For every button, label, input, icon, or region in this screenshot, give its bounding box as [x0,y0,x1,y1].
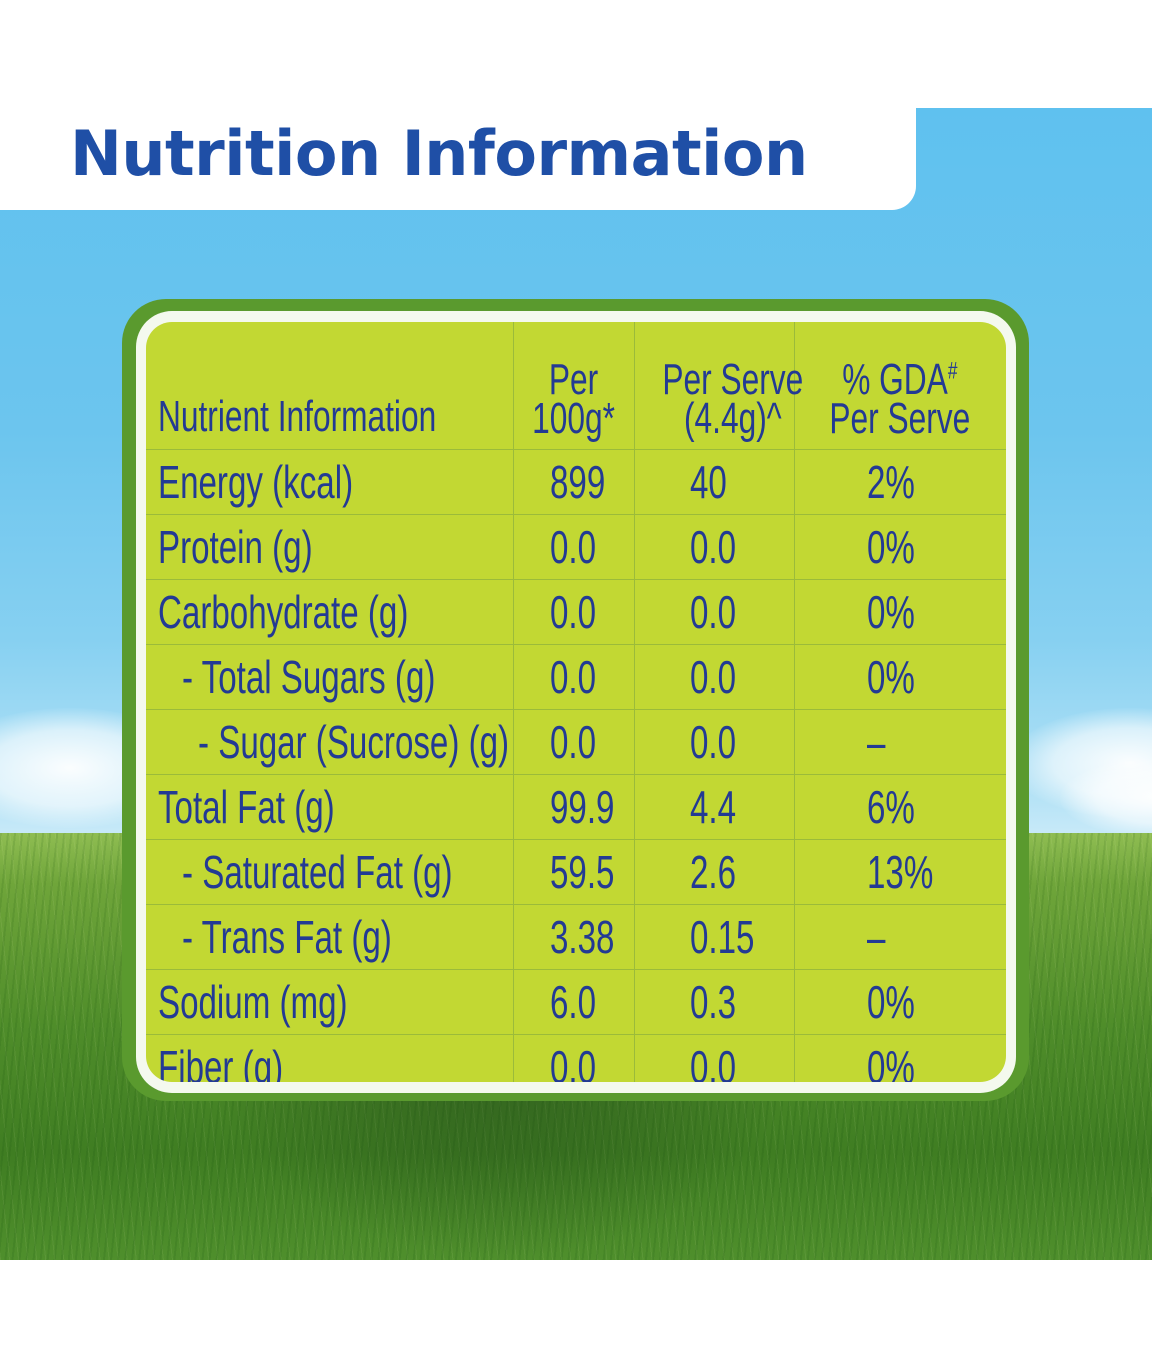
cell-per-serve: 0.0 [633,709,794,775]
header-gda: % GDA# Per Serve [793,322,1006,450]
cell-per-serve: 4.4 [633,774,794,840]
cell-gda: 0% [793,1034,1006,1082]
cell-per-serve: 0.0 [633,514,794,580]
table-row: Carbohydrate (g) 0.0 0.0 0% [146,579,1006,645]
table-row: Sodium (mg) 6.0 0.3 0% [146,969,1006,1035]
cell-per-100g: 6.0 [512,969,634,1035]
row-label: - Trans Fat (g) [146,904,513,970]
cell-gda: – [793,709,1006,775]
cell-per-100g: 0.0 [512,709,634,775]
header-nutrient: Nutrient Information [158,392,437,441]
table-row: - Total Sugars (g) 0.0 0.0 0% [146,644,1006,710]
row-label: - Sugar (Sucrose) (g) [146,709,513,775]
row-label: Carbohydrate (g) [146,579,513,645]
nutrition-table: Nutrient Information Per 100g* Per Serve(… [146,322,1006,1082]
cell-gda: 2% [793,449,1006,515]
cell-per-serve: 40 [633,449,794,515]
header-per-100g: Per 100g* [512,322,634,450]
cell-gda: 0% [793,644,1006,710]
cell-per-serve: 0.0 [633,579,794,645]
cell-per-100g: 59.5 [512,839,634,905]
page-title: Nutrition Information [70,117,808,190]
row-label: Total Fat (g) [146,774,513,840]
row-label: Protein (g) [146,514,513,580]
table-row: Energy (kcal) 899 40 2% [146,449,1006,515]
cell-per-100g: 0.0 [512,1034,634,1082]
cell-per-serve: 2.6 [633,839,794,905]
table-row: Protein (g) 0.0 0.0 0% [146,514,1006,580]
row-label: - Saturated Fat (g) [146,839,513,905]
row-label: Energy (kcal) [146,449,513,515]
cell-per-100g: 99.9 [512,774,634,840]
row-label: Fiber (g) [146,1034,513,1082]
cell-gda: 0% [793,514,1006,580]
nutrition-table-card: Nutrient Information Per 100g* Per Serve(… [146,322,1006,1082]
table-row: - Sugar (Sucrose) (g) 0.0 0.0 – [146,709,1006,775]
cell-per-serve: 0.15 [633,904,794,970]
header-per-serve: Per Serve (4.4g)^ [633,322,803,450]
cell-per-100g: 0.0 [512,644,634,710]
table-row: Total Fat (g) 99.9 4.4 6% [146,774,1006,840]
cell-per-serve: 0.0 [633,1034,794,1082]
cell-gda: 13% [793,839,1006,905]
cell-per-serve: 0.0 [633,644,794,710]
cell-gda: – [793,904,1006,970]
cell-per-100g: 899 [512,449,634,515]
cell-per-100g: 0.0 [512,514,634,580]
cell-per-100g: 0.0 [512,579,634,645]
cell-per-100g: 3.38 [512,904,634,970]
row-label: - Total Sugars (g) [146,644,513,710]
cell-gda: 0% [793,969,1006,1035]
table-row: - Trans Fat (g) 3.38 0.15 – [146,904,1006,970]
cell-gda: 6% [793,774,1006,840]
table-header-row: Nutrient Information Per 100g* Per Serve(… [146,322,1006,450]
title-panel [0,108,916,210]
row-label: Sodium (mg) [146,969,513,1035]
table-row: Fiber (g) 0.0 0.0 0% [146,1034,1006,1082]
cell-gda: 0% [793,579,1006,645]
cell-per-serve: 0.3 [633,969,794,1035]
table-row: - Saturated Fat (g) 59.5 2.6 13% [146,839,1006,905]
